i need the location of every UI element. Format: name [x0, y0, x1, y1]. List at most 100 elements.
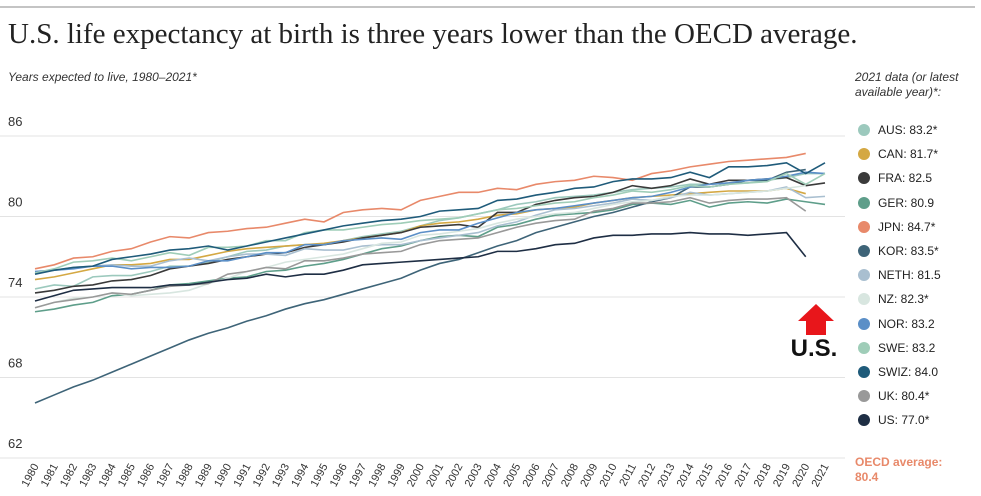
y-tick-label: 74 [8, 275, 22, 290]
x-tick-label: 2018 [752, 462, 774, 489]
x-tick-label: 1999 [386, 462, 408, 489]
series-line [34, 186, 826, 273]
x-tick-label: 1983 [77, 462, 99, 489]
x-tick-label: 1985 [116, 462, 138, 489]
x-tick-label: 2010 [598, 462, 620, 489]
legend-label: UK: 80.4* [878, 389, 930, 404]
legend-swatch [858, 148, 870, 161]
x-tick-label: 1994 [289, 462, 311, 489]
x-tick-label: 2013 [655, 462, 677, 489]
x-tick-label: 2004 [482, 462, 504, 489]
x-tick-label: 1988 [174, 462, 196, 489]
y-tick-label: 80 [8, 195, 22, 210]
series-line [34, 152, 806, 270]
series-line [34, 196, 807, 309]
legend-item: NOR: 83.2 [858, 312, 941, 336]
legend-item: US: 77.0* [858, 408, 941, 432]
x-tick-label: 2014 [675, 462, 697, 489]
legend-item: SWE: 83.2 [858, 336, 941, 360]
x-tick-label: 2007 [540, 462, 562, 489]
y-tick-label: 68 [8, 356, 22, 371]
legend-item: FRA: 82.5 [858, 166, 941, 190]
legend-swatch [858, 341, 870, 354]
legend-swatch [858, 390, 870, 403]
x-tick-label: 1986 [135, 462, 157, 489]
x-tick-label: 2001 [424, 462, 446, 489]
x-tick-label: 1992 [251, 462, 273, 489]
legend-item: KOR: 83.5* [858, 239, 941, 263]
x-tick-label: 2019 [771, 462, 793, 489]
legend-label: AUS: 83.2* [878, 123, 938, 138]
x-tick-label: 1995 [309, 462, 331, 489]
legend-item: GER: 80.9 [858, 191, 941, 215]
legend-label: NZ: 82.3* [878, 292, 929, 307]
legend-label: KOR: 83.5* [878, 244, 939, 259]
legend-swatch [858, 196, 870, 209]
x-tick-label: 1989 [193, 462, 215, 489]
x-tick-label: 2003 [463, 462, 485, 489]
legend-item: JPN: 84.7* [858, 215, 941, 239]
x-tick-label: 2002 [443, 462, 465, 489]
legend-label: US: 77.0* [878, 413, 930, 428]
series-line [34, 172, 826, 274]
legend-item: NETH: 81.5 [858, 263, 941, 287]
x-tick-label: 2008 [559, 462, 581, 489]
legend-swatch [858, 269, 870, 282]
x-tick-label: 1991 [232, 462, 254, 489]
chart-title: U.S. life expectancy at birth is three y… [8, 18, 858, 50]
x-tick-label: 1990 [212, 462, 234, 489]
legend-item: NZ: 82.3* [858, 287, 941, 311]
legend-swatch [858, 293, 870, 306]
legend-label: NOR: 83.2 [878, 316, 935, 331]
x-tick-label: 2016 [713, 462, 735, 489]
oecd-note: OECD average: 80.4 [855, 455, 943, 484]
series-line [34, 184, 806, 309]
x-tick-label: 2006 [521, 462, 543, 489]
series-line [34, 168, 806, 404]
x-tick-label: 1998 [366, 462, 388, 489]
annotation: U.S. [791, 335, 838, 362]
legend-swatch [858, 172, 870, 185]
series-line [34, 176, 826, 294]
legend-swatch [858, 124, 870, 137]
legend-swatch [858, 414, 870, 427]
series-line [34, 231, 807, 302]
legend-item: CAN: 81.7* [858, 142, 941, 166]
legend-swatch [858, 365, 870, 378]
legend-label: JPN: 84.7* [878, 219, 936, 234]
x-tick-label: 2011 [617, 462, 639, 489]
legend-label: FRA: 82.5 [878, 171, 933, 186]
x-tick-label: 1980 [20, 462, 42, 489]
x-tick-label: 2015 [694, 462, 716, 489]
x-tick-label: 1982 [58, 462, 80, 489]
legend-item: AUS: 83.2* [858, 118, 941, 142]
x-tick-label: 1984 [97, 462, 119, 489]
x-tick-label: 2005 [501, 462, 523, 489]
legend-label: SWIZ: 84.0 [878, 364, 939, 379]
x-tick-label: 2012 [636, 462, 658, 489]
legend-swatch [858, 220, 870, 233]
legend-swatch [858, 245, 870, 258]
x-tick-label: 1993 [270, 462, 292, 489]
x-tick-label: 1987 [154, 462, 176, 489]
legend-label: CAN: 81.7* [878, 147, 939, 162]
x-tick-label: 1996 [328, 462, 350, 489]
legend-item: SWIZ: 84.0 [858, 360, 941, 384]
x-tick-label: 2021 [810, 462, 832, 489]
x-tick-label: 2017 [732, 462, 754, 489]
x-tick-label: 1981 [39, 462, 61, 489]
legend-item: UK: 80.4* [858, 384, 941, 408]
y-tick-label: 62 [8, 436, 22, 451]
x-tick-label: 1997 [347, 462, 369, 489]
chart-subtitle: Years expected to live, 1980–2021* [8, 70, 197, 84]
x-tick-label: 2020 [790, 462, 812, 489]
legend-title: 2021 data (or latest available year)*: [855, 70, 959, 99]
legend-swatch [858, 317, 870, 330]
legend-label: GER: 80.9 [878, 195, 935, 210]
legend: AUS: 83.2* CAN: 81.7* FRA: 82.5 GER: 80.9 JP… [858, 118, 941, 432]
y-tick-label: 86 [8, 114, 22, 129]
x-tick-label: 2000 [405, 462, 427, 489]
legend-label: NETH: 81.5 [878, 268, 941, 283]
